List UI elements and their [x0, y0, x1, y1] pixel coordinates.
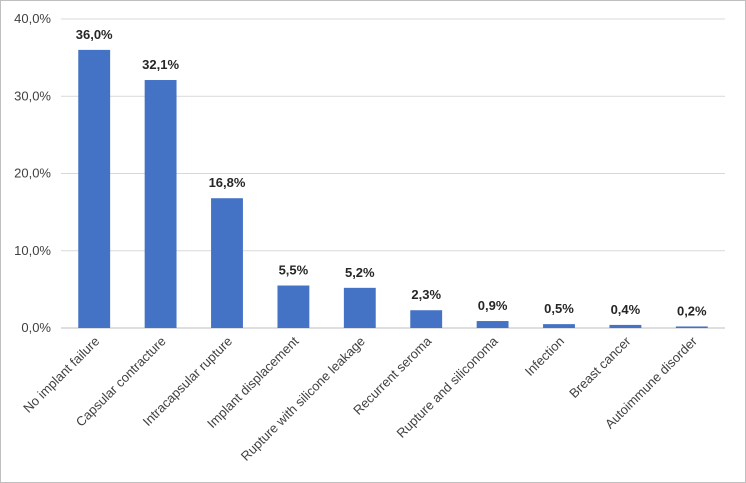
bars: [78, 49, 708, 329]
data-labels: 36,0% 32,1% 16,8% 5,5% 5,2% 2,3% 0,9% 0,5% 0,4% 0…: [76, 27, 707, 319]
data-label: 0,9%: [478, 298, 508, 313]
data-label: 0,2%: [677, 303, 707, 318]
bar: [543, 324, 575, 328]
bar: [343, 287, 376, 328]
data-label: 36,0%: [76, 27, 113, 42]
x-tick-label: Breast cancer: [566, 333, 634, 401]
bar: [211, 198, 243, 328]
bar: [476, 321, 509, 328]
data-label: 2,3%: [411, 287, 441, 302]
y-tick-label: 40,0%: [14, 11, 51, 26]
bar: [277, 285, 310, 328]
bar: [675, 326, 708, 328]
bar: [78, 49, 111, 329]
x-tick-label: Infection: [522, 334, 567, 379]
data-label: 0,5%: [544, 301, 574, 316]
bar: [144, 80, 177, 328]
y-tick-label: 0,0%: [21, 320, 51, 335]
x-tick-label: Rupture with silicone leakage: [238, 334, 368, 464]
data-label: 16,8%: [209, 175, 246, 190]
data-label: 0,4%: [611, 302, 641, 317]
y-tick-label: 30,0%: [14, 88, 51, 103]
y-tick-label: 20,0%: [14, 166, 51, 181]
bar: [609, 324, 642, 328]
data-label: 5,5%: [279, 263, 309, 278]
data-label: 5,2%: [345, 265, 375, 280]
y-tick-label: 10,0%: [14, 243, 51, 258]
data-label: 32,1%: [142, 57, 179, 72]
bar: [410, 310, 443, 328]
y-axis-ticks: 0,0% 10,0% 20,0% 30,0% 40,0%: [14, 11, 51, 335]
